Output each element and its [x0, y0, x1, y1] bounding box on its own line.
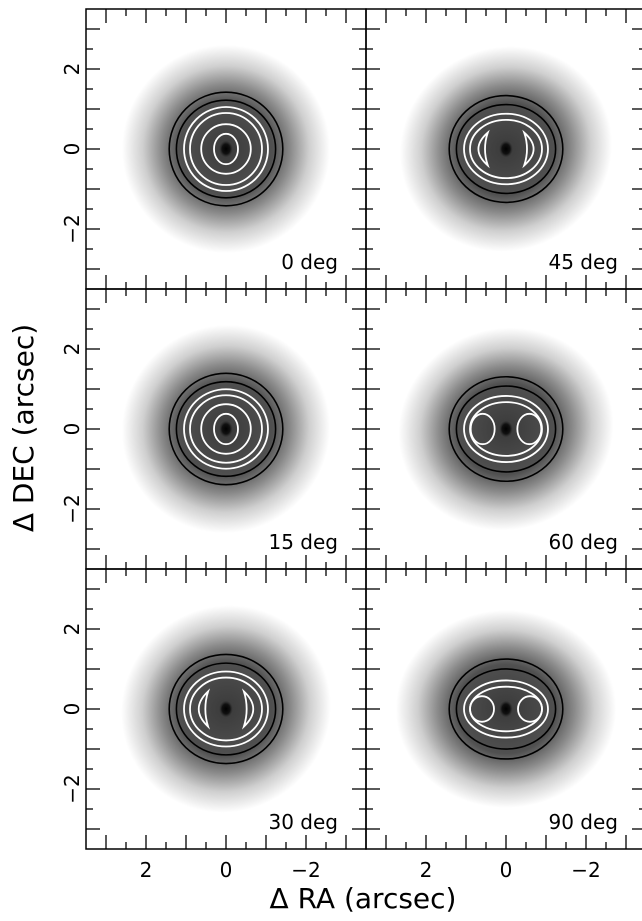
inner-contour [213, 412, 239, 446]
x-tick-label: −2 [291, 858, 320, 882]
y-axis-label: Δ DEC (arcsec) [7, 324, 40, 532]
core-peak [219, 700, 233, 718]
outer-contour [168, 372, 284, 486]
core-peak [219, 140, 233, 158]
core-peak [499, 420, 513, 438]
panel-grid: −2 0 2 0 deg −2 0 2 15 deg −2 0 2 2 0 −2 30 deg 45 deg 6… [60, 8, 642, 882]
inner-contour [189, 676, 263, 742]
y-tick-label: 2 [60, 343, 84, 356]
panel-angle-label: 45 deg [548, 250, 618, 274]
panel-30deg: −2 0 2 2 0 −2 30 deg [60, 568, 367, 882]
outer-contour [175, 662, 277, 756]
lobe-contour [241, 688, 255, 730]
y-tick-label: 0 [60, 143, 84, 156]
lobe-contour [477, 129, 490, 169]
panel-angle-label: 90 deg [548, 810, 618, 834]
core-peak [499, 140, 513, 158]
y-tick-label: −2 [60, 214, 84, 243]
outer-contour [455, 103, 557, 195]
panel-60deg: 60 deg [365, 288, 642, 570]
panel-90deg: 2 0 −2 90 deg [365, 568, 642, 882]
panel-angle-label: 15 deg [268, 530, 338, 554]
lobe-contour [469, 412, 496, 446]
outer-contour [168, 91, 284, 207]
x-tick-label: 0 [500, 858, 513, 882]
lobe-contour [469, 695, 495, 723]
outer-contour [175, 380, 277, 478]
inner-contour [463, 112, 549, 186]
outer-contour [168, 653, 284, 765]
inner-contour [183, 388, 269, 470]
y-tick-label: 2 [60, 63, 84, 76]
lobe-contour [517, 695, 543, 723]
y-tick-label: 0 [60, 423, 84, 436]
panel-45deg: 45 deg [365, 8, 642, 290]
inner-contour [189, 112, 263, 186]
inner-contour [469, 118, 543, 180]
x-tick-label: −2 [571, 858, 600, 882]
core-peak [499, 700, 513, 718]
x-tick-label: 2 [420, 858, 433, 882]
y-tick-label: 2 [60, 623, 84, 636]
inner-contour [463, 679, 549, 739]
inner-contour [200, 403, 252, 455]
inner-contour [189, 394, 263, 464]
lobe-contour [516, 412, 543, 446]
outer-contour [448, 94, 564, 204]
x-axis-label: Δ RA (arcsec) [270, 882, 457, 915]
y-tick-label: −2 [60, 774, 84, 803]
panel-angle-label: 30 deg [268, 810, 338, 834]
outer-contour [455, 668, 557, 750]
outer-contour [448, 375, 564, 483]
outer-contour [175, 99, 277, 199]
x-tick-label: 2 [140, 858, 153, 882]
lobe-contour [197, 688, 211, 730]
panel-angle-label: 60 deg [548, 530, 618, 554]
x-tick-label: 0 [220, 858, 233, 882]
panel-angle-label: 0 deg [281, 250, 338, 274]
outer-contour [448, 658, 564, 760]
inner-contour [183, 106, 269, 192]
panel-0deg: −2 0 2 0 deg [60, 8, 367, 290]
y-tick-label: 0 [60, 703, 84, 716]
outer-contour [455, 385, 557, 473]
inner-contour [463, 395, 549, 463]
core-peak [219, 420, 233, 438]
y-tick-label: −2 [60, 494, 84, 523]
inner-contour [183, 670, 269, 748]
inner-contour [213, 132, 239, 166]
inner-contour [200, 123, 252, 175]
lobe-contour [522, 129, 535, 169]
panel-15deg: −2 0 2 15 deg [60, 288, 367, 570]
